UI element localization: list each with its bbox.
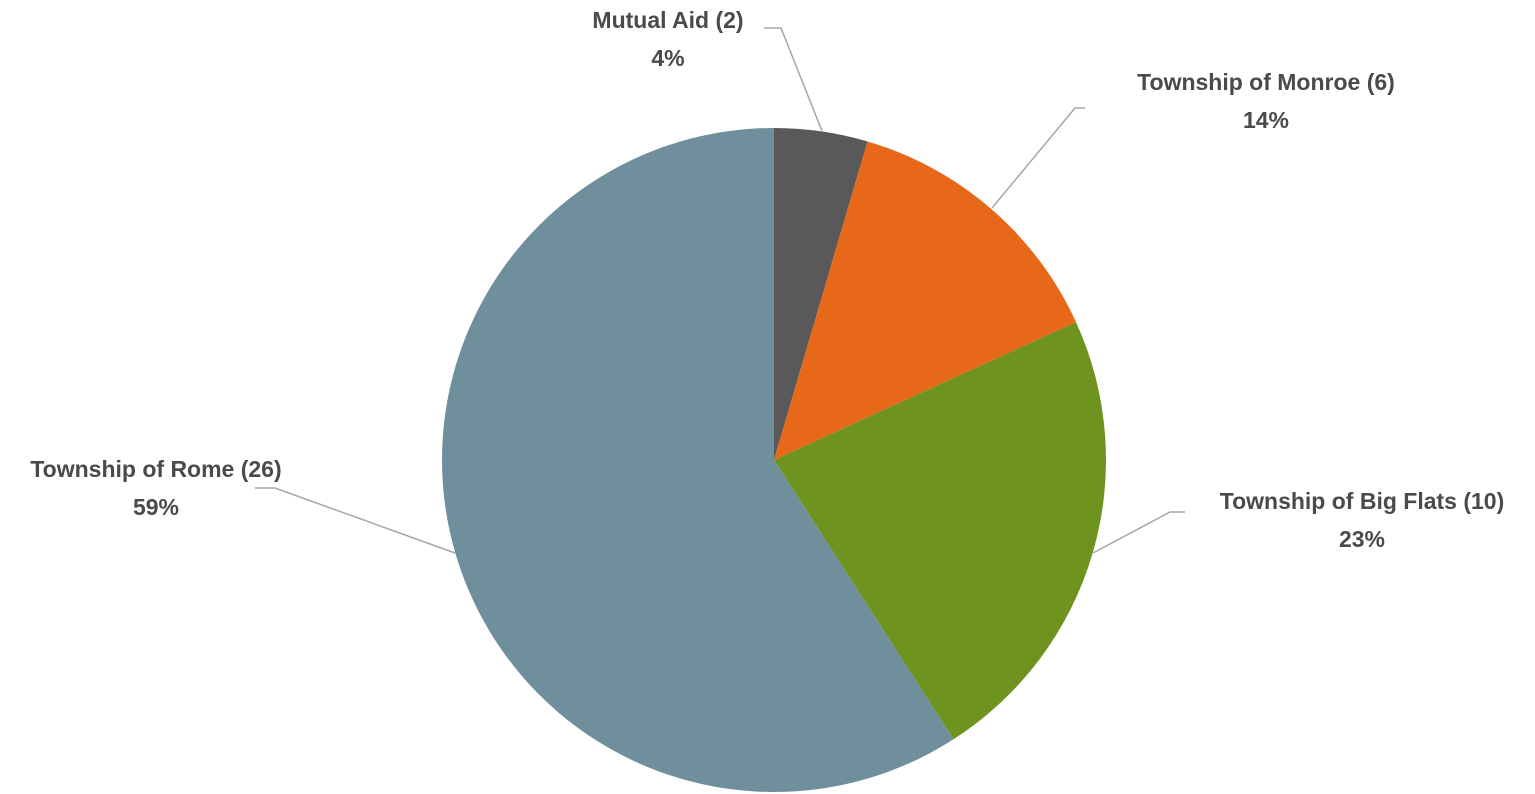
leader-line-2 [1092,511,1185,554]
pie-slice-2 [774,322,1107,740]
slice-percent-0: 4% [651,45,684,71]
slice-label-0: Mutual Aid (2) [592,7,743,33]
leader-line-3 [255,487,456,554]
slice-labels: Mutual Aid (2) 4% Township of Monroe (6) 14… [30,7,1504,552]
slice-percent-2: 23% [1339,526,1385,552]
leader-line-1 [991,107,1085,209]
slice-label-3: Township of Rome (26) [30,456,281,482]
slice-label-1: Township of Monroe (6) [1137,69,1395,95]
pie-slices [442,128,1107,792]
slice-percent-1: 14% [1243,107,1289,133]
leader-line-0 [764,27,823,132]
leader-lines [255,27,1185,554]
slice-label-2: Township of Big Flats (10) [1220,488,1505,514]
pie-slice-0 [774,128,868,460]
pie-slice-3 [442,128,954,792]
slice-percent-3: 59% [133,494,179,520]
pie-slice-1 [774,141,1076,460]
